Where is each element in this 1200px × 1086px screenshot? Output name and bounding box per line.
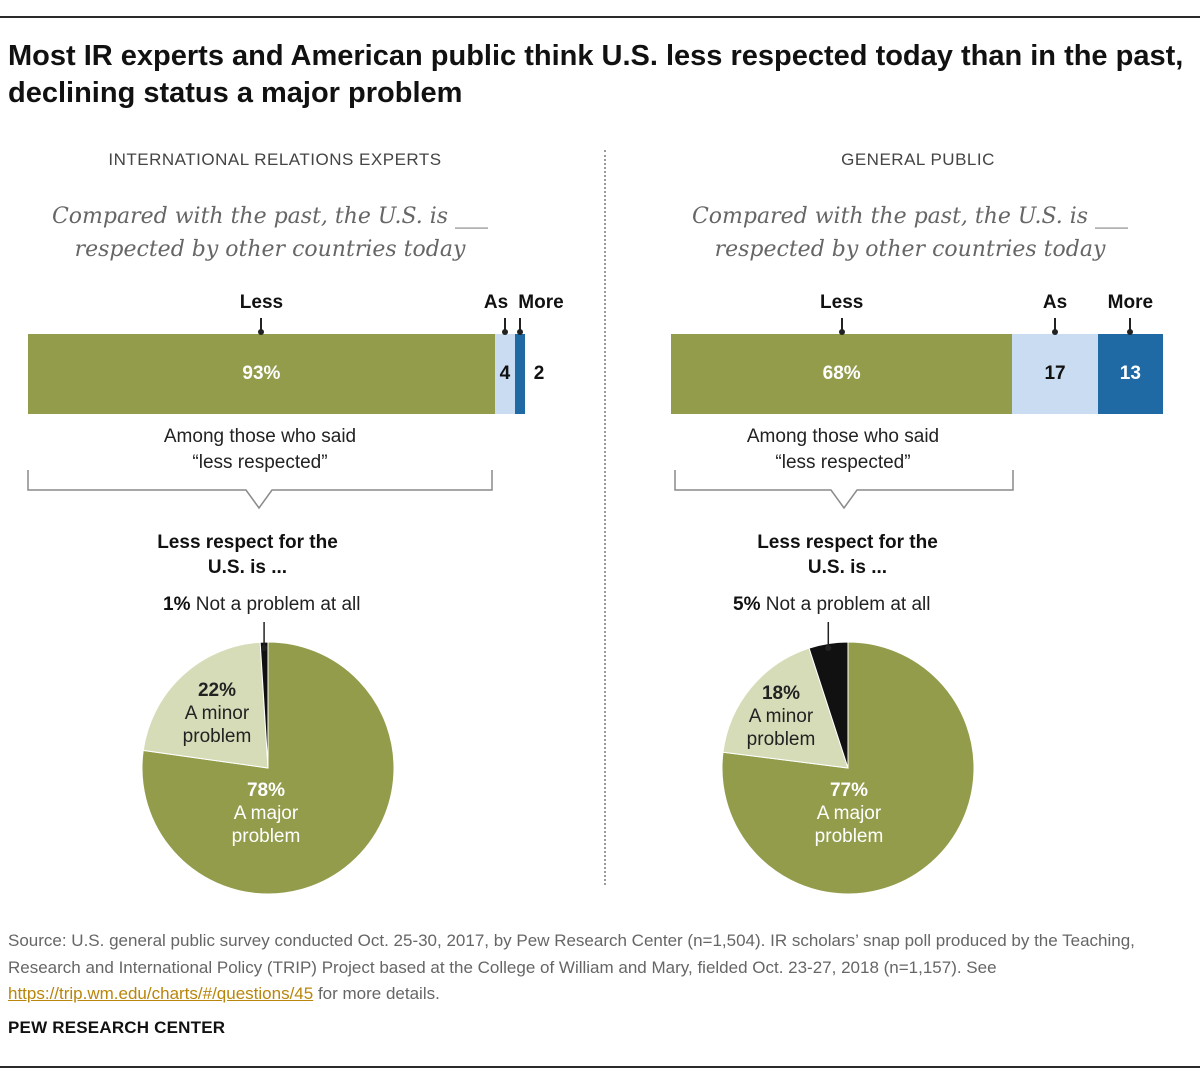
- stacked-bar: [671, 334, 1163, 414]
- pie-title-line2: U.S. is ...: [807, 557, 888, 578]
- bar-value-less: 68%: [822, 363, 861, 384]
- label-minor-line2: problem: [182, 726, 252, 747]
- bar-value-as: 4: [499, 363, 511, 384]
- brand-name: PEW RESEARCH CENTER: [8, 1018, 226, 1037]
- note-public: Among those who said “less respected”: [693, 424, 993, 476]
- panel-divider: [604, 150, 606, 885]
- question-public: Compared with the past, the U.S. is ___ …: [660, 200, 1160, 266]
- bar-segment-as: [494, 334, 515, 414]
- stacked-bar: [28, 334, 525, 414]
- pie-chart-public: [721, 622, 975, 895]
- bar-segment-more: [514, 334, 525, 414]
- callout-pct: 1%: [163, 594, 191, 615]
- callout-pct: 5%: [733, 594, 761, 615]
- source-text: Source: U.S. general public survey condu…: [8, 931, 1135, 977]
- bracket-public: [674, 470, 1014, 510]
- bottom-rule: [0, 1066, 1200, 1068]
- callout-label: Not a problem at all: [765, 594, 931, 615]
- bar-tick-dot: [1052, 329, 1059, 335]
- bar-segment-less: [28, 334, 495, 414]
- note-line1: Among those who said: [746, 426, 940, 447]
- bar-tick-dot: [838, 329, 845, 335]
- bar-tick: [260, 318, 263, 334]
- label-major-line1: A major: [816, 803, 882, 824]
- top-rule: [0, 16, 1200, 18]
- bar-category-more: More: [1107, 292, 1154, 313]
- callout-label: Not a problem at all: [195, 594, 361, 615]
- source-after: for more details.: [317, 984, 440, 1003]
- label-minor-line1: A minor: [748, 706, 814, 727]
- source-link[interactable]: https://trip.wm.edu/charts/#/questions/4…: [8, 984, 314, 1003]
- bar-tick-dot: [258, 329, 265, 335]
- bar-tick: [503, 318, 506, 334]
- callout-leader-dot: [261, 645, 268, 651]
- pie-title-public: Less respect for the U.S. is ...: [720, 530, 975, 580]
- pie-title-experts: Less respect for the U.S. is ...: [120, 530, 375, 580]
- source-note: Source: U.S. general public survey condu…: [8, 928, 1193, 1008]
- bar-category-less: Less: [239, 292, 284, 313]
- label-major-line2: problem: [231, 826, 301, 847]
- question-line2: respected by other countries today: [714, 237, 1106, 262]
- label-minor-line2: problem: [746, 729, 816, 750]
- pie-slice-major-problem: [721, 641, 975, 895]
- callout-not-a-problem-public: 5% Not a problem at all: [733, 594, 931, 616]
- pie-label-minor-experts: 22% A minor problem: [183, 679, 252, 748]
- pct-major: 77%: [829, 780, 869, 801]
- bracket-experts: [27, 470, 493, 510]
- question-line2: respected by other countries today: [74, 237, 466, 262]
- pct-minor: 22%: [197, 680, 237, 701]
- pie-slice-minor-problem: [722, 647, 849, 769]
- bar-value-more: 13: [1119, 363, 1141, 384]
- note-experts: Among those who said “less respected”: [110, 424, 410, 476]
- callout-leader-dot: [825, 645, 832, 651]
- bar-value-as: 17: [1044, 363, 1066, 384]
- label-major-line1: A major: [233, 803, 299, 824]
- pie-slice-major-problem: [141, 641, 395, 895]
- bar-tick: [1054, 318, 1057, 334]
- note-line2: “less respected”: [775, 452, 911, 473]
- bar-tick: [840, 318, 843, 334]
- panel-heading-public: GENERAL PUBLIC: [841, 150, 995, 169]
- pie-label-major-public: 77% A major problem: [815, 779, 884, 848]
- pie-label-major-experts: 78% A major problem: [232, 779, 301, 848]
- label-major-line2: problem: [814, 826, 884, 847]
- pct-major: 78%: [246, 780, 286, 801]
- label-minor-line1: A minor: [184, 703, 250, 724]
- note-line1: Among those who said: [163, 426, 357, 447]
- bar-value-less: 93%: [242, 363, 281, 384]
- pie-label-minor-public: 18% A minor problem: [747, 682, 816, 751]
- bar-value-more: 2: [533, 363, 545, 384]
- bar-segment-as: [1012, 334, 1098, 414]
- pie-title-line2: U.S. is ...: [207, 557, 288, 578]
- callout-not-a-problem-experts: 1% Not a problem at all: [163, 594, 361, 616]
- bar-tick: [518, 318, 521, 334]
- note-line2: “less respected”: [192, 452, 328, 473]
- pie-title-line1: Less respect for the: [757, 532, 938, 553]
- panel-heading-experts: INTERNATIONAL RELATIONS EXPERTS: [108, 150, 442, 169]
- question-line1: Compared with the past, the U.S. is ___: [691, 204, 1129, 229]
- chart-title: Most IR experts and American public thin…: [8, 40, 1184, 109]
- bar-tick: [1129, 318, 1132, 334]
- bar-category-more: More: [518, 292, 564, 313]
- bar-category-as: As: [1042, 292, 1068, 313]
- question-experts: Compared with the past, the U.S. is ___ …: [20, 200, 520, 266]
- bar-category-as: As: [483, 292, 509, 313]
- bar-tick-dot: [501, 329, 508, 335]
- bar-tick-dot: [1127, 329, 1134, 335]
- bar-segment-more: [1097, 334, 1163, 414]
- bar-tick-dot: [516, 329, 523, 335]
- pie-title-line1: Less respect for the: [157, 532, 338, 553]
- pie-chart-experts: [141, 622, 395, 895]
- pct-minor: 18%: [761, 683, 801, 704]
- question-line1: Compared with the past, the U.S. is ___: [51, 204, 489, 229]
- bar-segment-less: [671, 334, 1013, 414]
- pie-slice-minor-problem: [142, 641, 269, 769]
- bar-category-less: Less: [820, 292, 864, 313]
